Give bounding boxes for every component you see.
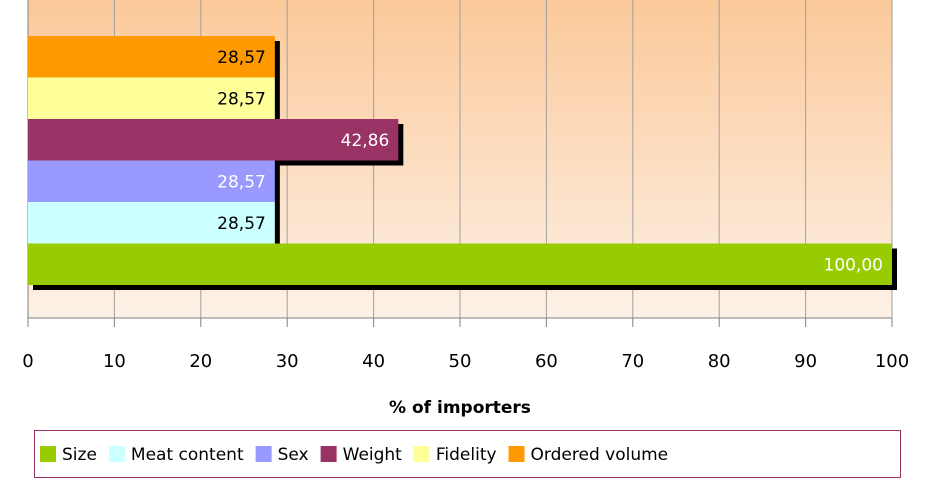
data-label: 28,57 [217, 214, 266, 234]
legend-swatch [255, 446, 272, 462]
legend-swatch [40, 446, 56, 462]
legend-swatch [413, 446, 430, 462]
data-label: 28,57 [217, 172, 266, 192]
legend-label: Meat content [131, 445, 244, 465]
legend-swatch [320, 446, 337, 462]
x-tick-label: 50 [449, 351, 472, 372]
legend-swatch [508, 446, 525, 462]
legend-box [34, 430, 901, 478]
bar [28, 77, 275, 119]
bar [28, 119, 399, 161]
bar [28, 36, 275, 78]
x-tick-label: 90 [794, 351, 817, 372]
x-axis-title: % of importers [389, 398, 531, 418]
x-tick-label: 0 [22, 351, 33, 372]
data-label: 28,57 [217, 89, 266, 109]
data-label: 42,86 [341, 131, 390, 151]
bar [28, 202, 275, 244]
x-tick-label: 40 [362, 351, 385, 372]
legend-swatch [108, 446, 125, 462]
x-tick-label: 10 [103, 351, 126, 372]
data-label: 100,00 [824, 255, 883, 275]
x-tick-label: 20 [189, 351, 212, 372]
legend-label: Weight [343, 445, 403, 465]
x-tick-label: 80 [708, 351, 731, 372]
legend-label: Ordered volume [531, 445, 669, 465]
x-tick-label: 70 [621, 351, 644, 372]
x-tick-label: 60 [535, 351, 558, 372]
legend-label: Sex [278, 445, 309, 465]
x-tick-label: 30 [276, 351, 299, 372]
bar [28, 160, 275, 202]
data-label: 28,57 [217, 48, 266, 68]
legend-label: Size [62, 445, 97, 465]
x-tick-label: 100 [875, 351, 909, 372]
legend-label: Fidelity [436, 445, 497, 465]
bar [28, 243, 892, 285]
